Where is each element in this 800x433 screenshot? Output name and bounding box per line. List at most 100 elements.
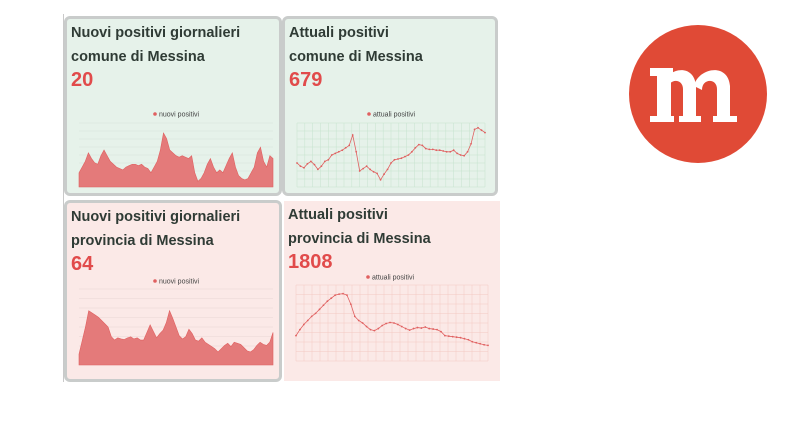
legend-label: nuovi positivi <box>159 112 200 119</box>
data-point <box>475 341 478 344</box>
data-point <box>470 142 472 145</box>
panel-value: 679 <box>289 69 323 91</box>
data-point <box>334 294 337 297</box>
panel-title: Attuali positivi provincia di Messina <box>288 203 496 251</box>
data-point <box>320 165 323 168</box>
data-point <box>334 152 337 155</box>
data-point <box>436 328 438 331</box>
data-point <box>314 312 317 315</box>
data-point <box>316 168 319 171</box>
data-point <box>346 294 348 297</box>
series-area <box>78 132 274 188</box>
legend-label: attuali positivi <box>373 112 415 119</box>
data-point <box>299 165 302 168</box>
data-point <box>377 327 380 330</box>
data-point <box>348 144 351 147</box>
data-point <box>295 334 297 337</box>
legend-label: attuali positivi <box>372 275 414 282</box>
data-point <box>451 335 454 338</box>
data-point <box>389 321 391 324</box>
data-point <box>393 322 395 324</box>
panel-title: Nuovi positivi giornalieri comune di Mes… <box>71 21 275 69</box>
data-point <box>306 162 309 165</box>
data-point <box>400 157 403 160</box>
data-point <box>456 152 459 155</box>
legend-dot <box>366 275 370 279</box>
data-point <box>369 168 372 171</box>
data-point <box>306 319 309 322</box>
data-point <box>404 155 406 158</box>
data-point <box>353 315 356 318</box>
data-point <box>438 149 441 152</box>
data-point <box>444 334 446 337</box>
data-point <box>421 144 424 147</box>
legend-dot <box>153 279 157 283</box>
data-point <box>424 326 427 328</box>
data-point <box>369 328 372 331</box>
data-point <box>449 150 452 153</box>
data-point <box>440 330 442 333</box>
data-point <box>327 158 330 161</box>
panel-title-line2: provincia di Messina <box>71 233 214 249</box>
data-point <box>379 178 382 181</box>
panel-title: Nuovi positivi giornalieri provincia di … <box>71 205 275 253</box>
data-point <box>428 148 431 151</box>
data-point <box>365 165 368 168</box>
panel-attuali-comune: Attuali positivi comune di Messina 679 a… <box>282 16 498 196</box>
data-point <box>477 126 479 129</box>
data-point <box>484 131 486 134</box>
data-point <box>310 160 312 163</box>
data-point <box>303 166 305 169</box>
messina-logo <box>629 25 767 163</box>
data-point <box>330 154 333 156</box>
chart-attuali-provincia: attuali positivi <box>295 275 489 362</box>
data-point <box>393 158 396 161</box>
data-point <box>459 336 462 339</box>
data-point <box>365 325 368 328</box>
data-point <box>381 324 384 327</box>
data-point <box>361 322 364 324</box>
data-point <box>310 315 313 318</box>
data-point <box>479 342 482 345</box>
data-point <box>480 129 483 132</box>
data-point <box>463 154 466 157</box>
data-point <box>420 327 423 329</box>
data-point <box>467 338 470 341</box>
data-point <box>431 148 434 151</box>
data-point <box>358 170 361 172</box>
data-point <box>466 150 469 153</box>
data-point <box>455 336 458 339</box>
data-point <box>313 163 316 166</box>
data-point <box>487 344 489 347</box>
chart-attuali-comune: attuali positivi <box>296 112 486 188</box>
chart-grid <box>295 284 489 362</box>
panel-value: 64 <box>71 253 94 275</box>
data-point <box>386 168 389 171</box>
data-point <box>471 340 474 343</box>
chart-grid <box>296 122 486 188</box>
data-point <box>326 300 329 303</box>
data-point <box>357 319 360 322</box>
data-point <box>341 149 344 152</box>
data-point <box>337 150 340 153</box>
logo-letter-m <box>650 68 737 122</box>
panel-title-line2: provincia di Messina <box>288 231 431 247</box>
data-point <box>445 150 448 153</box>
data-point <box>351 134 354 136</box>
data-point <box>459 154 462 156</box>
data-point <box>376 172 378 175</box>
data-point <box>424 147 427 150</box>
panel-title-line1: Attuali positivi <box>289 25 389 41</box>
panel-value: 1808 <box>288 251 333 273</box>
legend-dot <box>367 112 371 116</box>
chart-nuovi-comune: nuovi positivi <box>78 112 274 188</box>
data-point <box>299 328 301 331</box>
data-point <box>397 158 399 160</box>
data-point <box>428 327 431 330</box>
panel-title: Attuali positivi comune di Messina <box>289 21 491 69</box>
panel-nuovi-provincia: Nuovi positivi giornalieri provincia di … <box>64 200 282 382</box>
legend-dot <box>153 112 157 116</box>
left-divider-line <box>63 14 64 382</box>
data-point <box>473 128 476 131</box>
panel-title-line1: Nuovi positivi giornalieri <box>71 25 241 41</box>
